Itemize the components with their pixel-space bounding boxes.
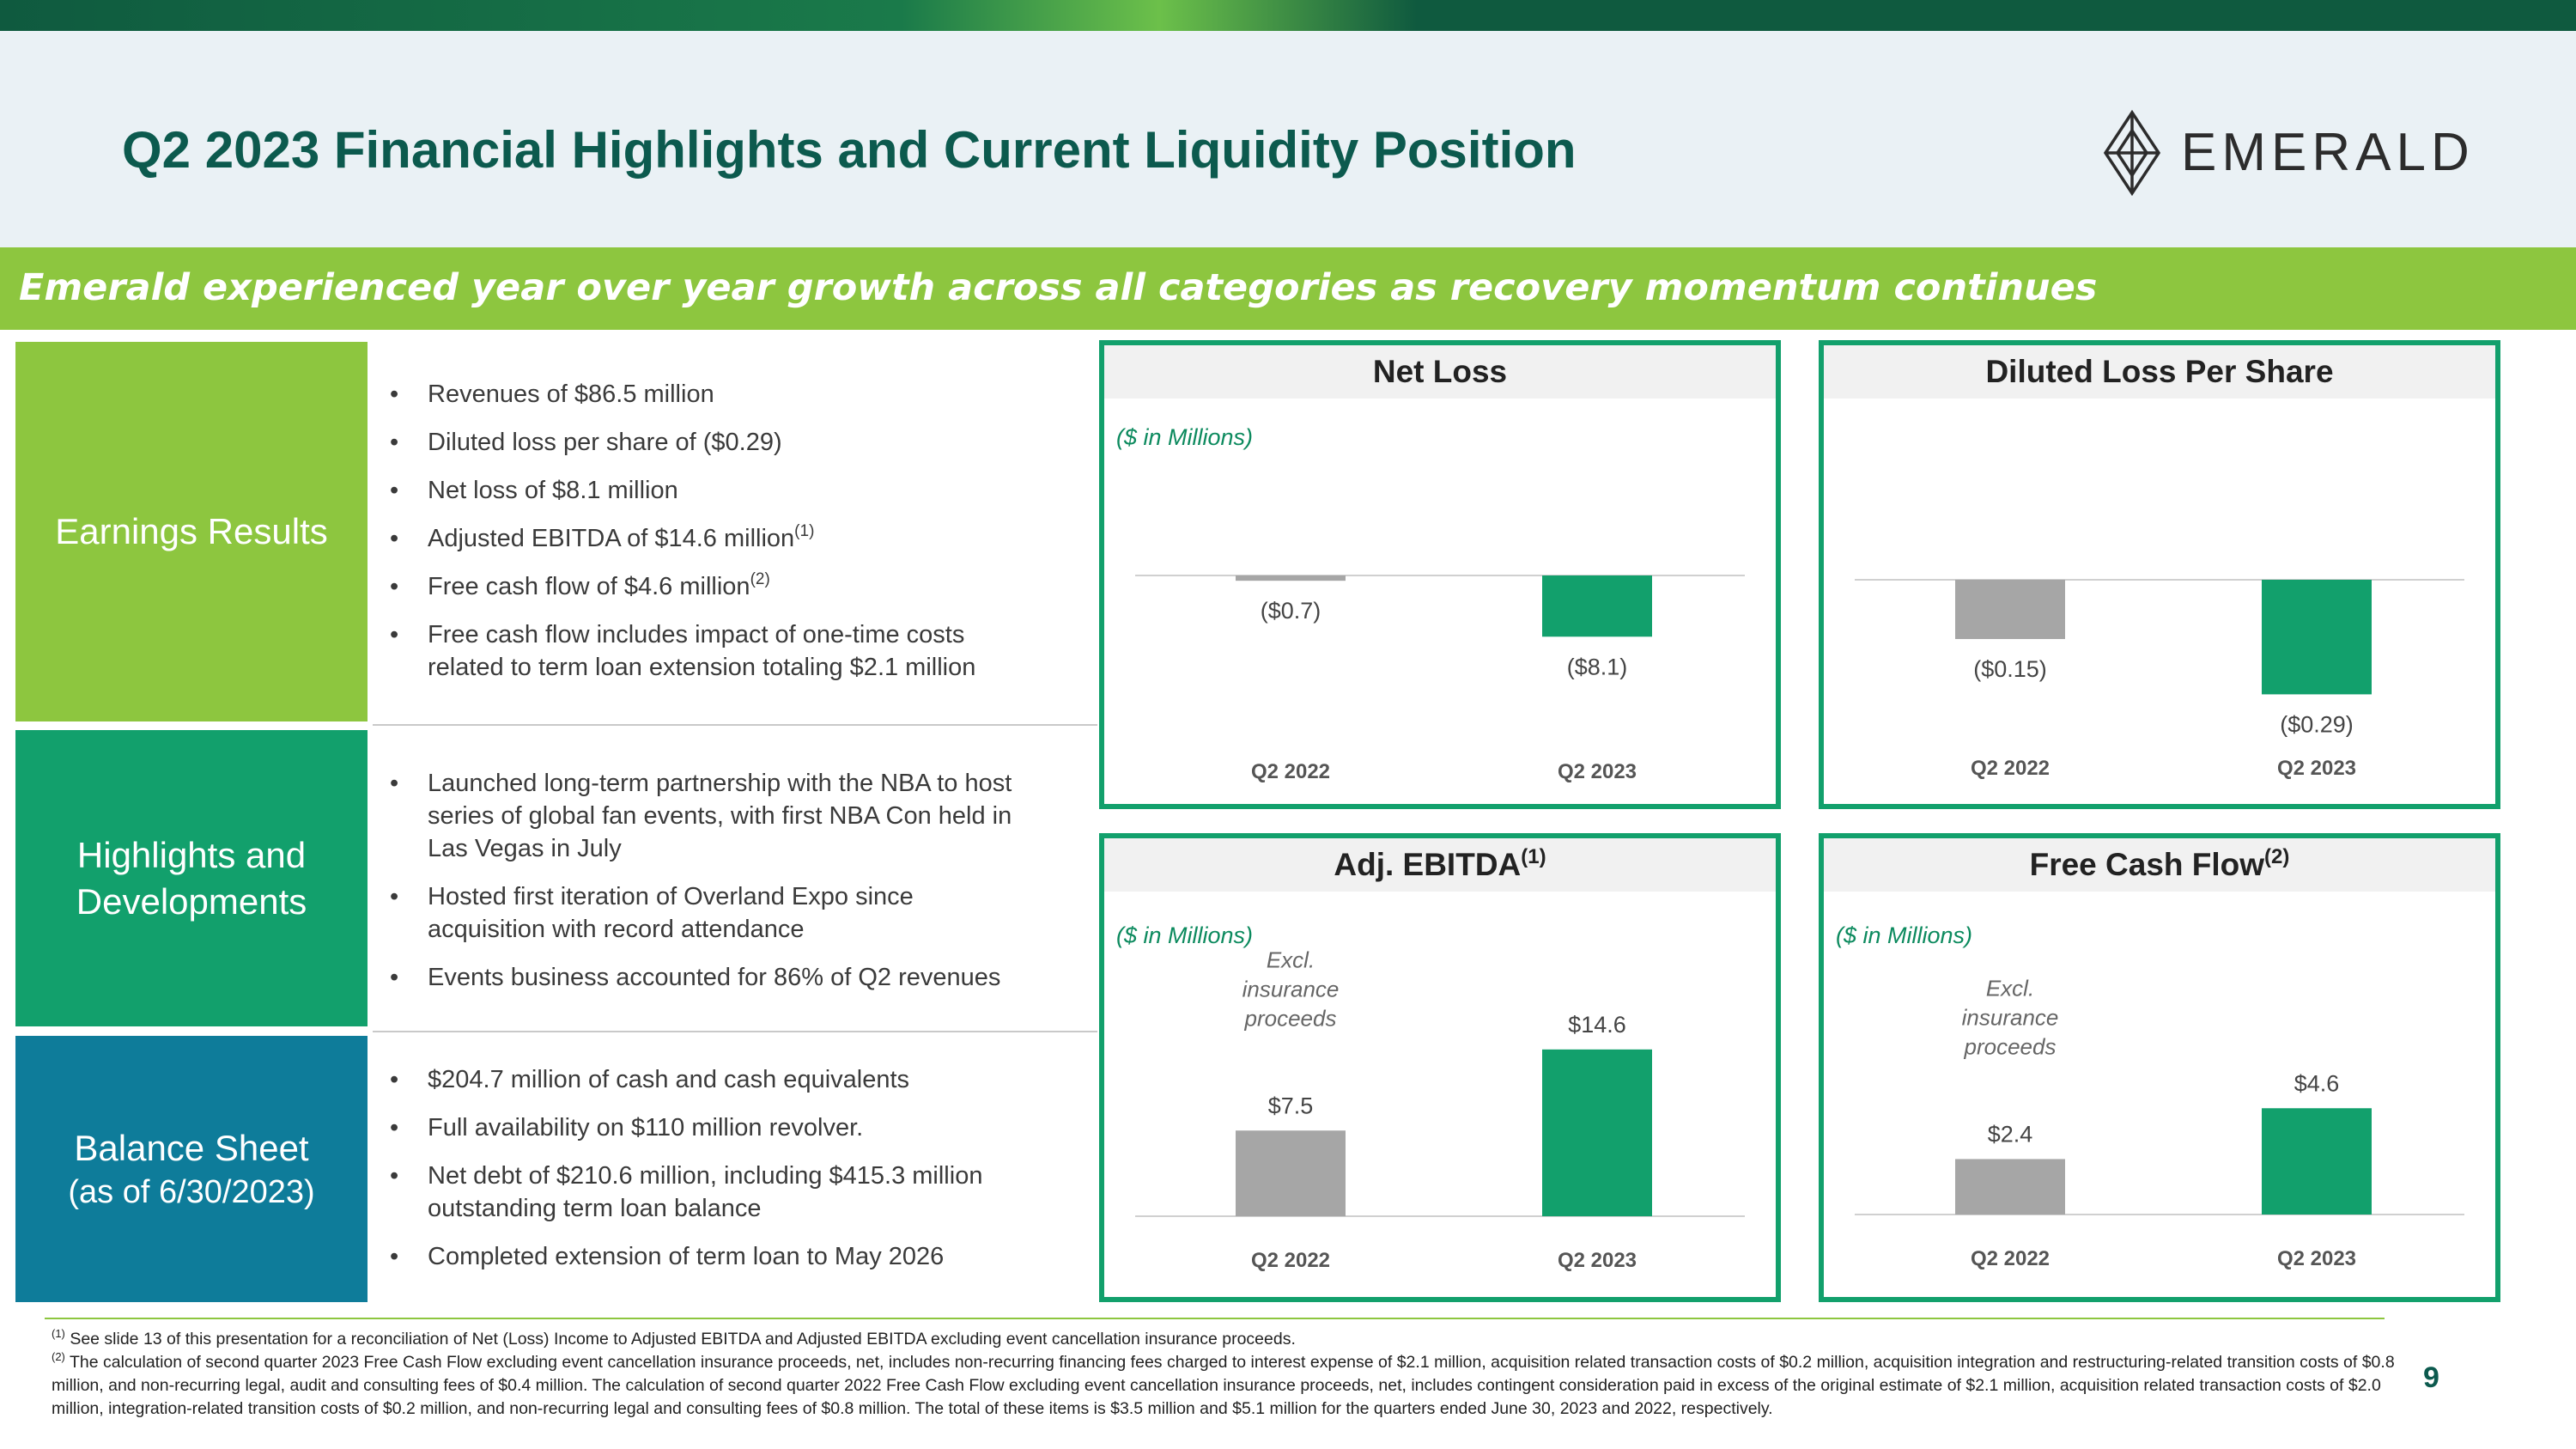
adj-ebitda-chart: $7.5 Q2 2022 $14.6 Q2 2023 Excl. insurance pro… [1135,947,1745,1272]
category-label: Q2 2023 [2277,1247,2356,1270]
excl-insurance-annotation: proceeds [1244,1005,1337,1031]
page-title: Q2 2023 Financial Highlights and Current… [122,121,1577,179]
data-label: ($0.15) [1973,656,2047,682]
footnote-ref: (1) [794,522,815,540]
footnote-divider [45,1318,2385,1319]
diluted-loss-panel: Diluted Loss Per Share ($0.15) Q2 2022 ($0… [1819,340,2500,809]
highlights-bullets: • Launched long-term partnership with the… [386,767,1056,1009]
category-label: Earnings Results [55,511,328,551]
category-label: Q2 2022 [1251,1249,1330,1272]
net-loss-panel: Net Loss ($ in Millions) ($0.7) Q2 2022 ($… [1099,340,1781,809]
chart-title: Free Cash Flow(2) [1824,838,2495,892]
bar-q2-2022 [1955,580,2065,639]
data-label: $7.5 [1268,1093,1314,1118]
adj-ebitda-panel: Adj. EBITDA(1) ($ in Millions) $7.5 Q2 20… [1099,833,1781,1302]
tagline-banner: Emerald experienced year over year growt… [0,247,2576,330]
data-label: $2.4 [1988,1121,2033,1147]
category-label: Q2 2023 [2277,757,2356,780]
chart-title: Adj. EBITDA(1) [1104,838,1776,892]
category-label: Highlights and Developments [76,834,307,922]
bullet-item: • $204.7 million of cash and cash equival… [390,1066,910,1093]
bullet-item: • Events business accounted for 86% of Q2… [390,964,1001,991]
category-label: Q2 2022 [1971,1247,2050,1270]
header-band [0,31,2576,247]
category-label: Q2 2022 [1251,760,1330,783]
data-label: ($0.7) [1261,598,1321,624]
earnings-bullets: • Revenues of $86.5 million • Diluted loss… [386,378,1056,699]
excl-insurance-annotation: insurance [1962,1004,2059,1030]
footnote-1: (1) See slide 13 of this presentation fo… [52,1327,1296,1349]
footnote-2: (2) The calculation of second quarter 20… [52,1350,2395,1418]
chart-title: Diluted Loss Per Share [1824,345,2495,399]
category-highlights: Highlights and Developments [15,730,368,1026]
bar-q2-2023 [1542,575,1652,637]
logo-wordmark: EMERALD [2181,123,2475,182]
bullet-item: • Hosted first iteration of Overland Expo… [390,883,914,943]
emerald-gem-icon [2103,110,2161,196]
excl-insurance-annotation: Excl. [1986,975,2034,1001]
banner-text: Emerald experienced year over year growt… [19,266,2098,309]
bullet-item: • Adjusted EBITDA of $14.6 million(1) [390,522,815,552]
footnotes: (1) See slide 13 of this presentation fo… [52,1328,2404,1421]
category-label: Q2 2022 [1971,757,2050,780]
chart-units: ($ in Millions) [1116,424,1254,450]
data-label: ($0.29) [2280,711,2354,737]
free-cash-flow-panel: Free Cash Flow(2) ($ in Millions) $2.4 Q2… [1819,833,2500,1302]
chart-title: Net Loss [1104,345,1776,399]
bar-q2-2023 [2262,580,2372,695]
bullet-item: • Free cash flow includes impact of one-t… [390,621,976,681]
bullet-item: • Completed extension of term loan to May… [390,1243,945,1270]
diluted-loss-chart: ($0.15) Q2 2022 ($0.29) Q2 2023 [1855,579,2464,780]
excl-insurance-annotation: Excl. [1267,947,1315,972]
bullet-item: • Net debt of $210.6 million, including $… [390,1162,983,1222]
bar-q2-2022 [1236,1130,1346,1216]
data-label: ($8.1) [1567,654,1628,679]
section-divider [373,724,1097,726]
data-label: $4.6 [2294,1070,2340,1096]
bullet-item: • Net loss of $8.1 million [390,477,678,504]
bar-q2-2022 [1236,575,1346,581]
chart-units: ($ in Millions) [1836,922,1973,948]
section-divider [373,1031,1097,1032]
category-sublabel: (as of 6/30/2023) [68,1174,315,1210]
bullet-item: • Free cash flow of $4.6 million(2) [390,570,770,600]
bullet-item: • Full availability on $110 million revol… [390,1114,864,1142]
category-label: Q2 2023 [1558,760,1637,783]
bar-q2-2023 [2262,1108,2372,1215]
category-balance-sheet: Balance Sheet (as of 6/30/2023) [15,1036,368,1302]
net-loss-chart: ($0.7) Q2 2022 ($8.1) Q2 2023 [1135,575,1745,783]
chart-units: ($ in Millions) [1116,922,1254,948]
data-label: $14.6 [1568,1012,1626,1038]
category-earnings-results: Earnings Results [15,342,368,721]
emerald-logo: EMERALD [2102,110,2470,196]
bar-q2-2022 [1955,1159,2065,1215]
top-decorative-stripe [0,0,2576,31]
bar-q2-2023 [1542,1049,1652,1216]
free-cash-flow-chart: $2.4 Q2 2022 $4.6 Q2 2023 Excl. insurance proc… [1855,975,2464,1270]
page-number: 9 [2423,1361,2439,1394]
bullet-item: • Launched long-term partnership with the… [390,770,1012,862]
bullet-item: • Diluted loss per share of ($0.29) [390,429,782,456]
category-label: Q2 2023 [1558,1249,1637,1272]
footnote-ref: (2) [750,570,770,588]
excl-insurance-annotation: insurance [1242,976,1340,1002]
balance-sheet-bullets: • $204.7 million of cash and cash equival… [386,1063,1056,1288]
category-label: Balance Sheet [74,1128,309,1168]
bullet-item: • Revenues of $86.5 million [390,381,714,408]
excl-insurance-annotation: proceeds [1964,1033,2057,1059]
